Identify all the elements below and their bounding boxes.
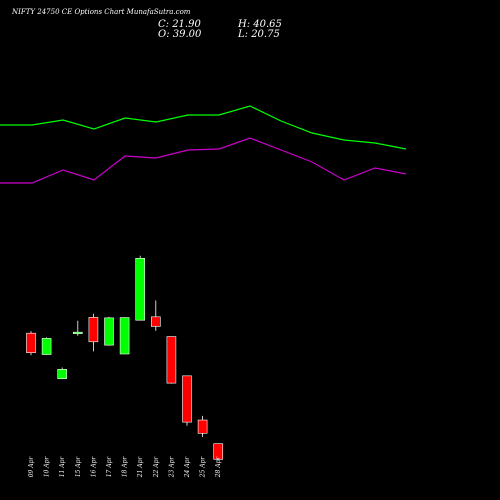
- x-tick-label: 22 Apr: [153, 456, 160, 479]
- high-value: H: 40.65: [238, 19, 282, 30]
- x-tick-label: 25 Apr: [200, 456, 207, 479]
- overlay-line-2: [0, 137, 407, 184]
- x-tick-label: 09 Apr: [28, 456, 35, 478]
- candle-body: [166, 336, 177, 384]
- x-tick-label: 11 Apr: [59, 456, 66, 478]
- x-tick-label: 21 Apr: [137, 456, 144, 479]
- candle-body: [41, 338, 52, 355]
- candle-body: [57, 369, 68, 379]
- overlay-line-1: [0, 105, 407, 150]
- x-tick-label: 15 Apr: [75, 456, 82, 478]
- candles: [26, 255, 223, 460]
- low-value: L: 20.75: [238, 29, 280, 40]
- candle-body: [213, 443, 223, 460]
- candle-body: [135, 258, 145, 321]
- x-tick-label: 16 Apr: [90, 456, 97, 478]
- chart-title: NIFTY 24750 CE Options Chart MunafaSutra…: [12, 8, 191, 16]
- close-value: C: 21.90: [158, 19, 201, 30]
- x-tick-label: 28 Apr: [215, 456, 222, 479]
- candle-body: [119, 317, 130, 355]
- x-tick-label: 24 Apr: [184, 456, 191, 479]
- candle-body: [88, 317, 99, 343]
- x-tick-label: 23 Apr: [168, 456, 175, 479]
- candle-body: [26, 332, 36, 354]
- candle-body: [104, 317, 114, 346]
- x-tick-label: 10 Apr: [44, 456, 51, 478]
- open-value: O: 39.00: [158, 29, 202, 40]
- candle-body: [151, 316, 161, 327]
- candle-body: [73, 331, 83, 334]
- candle-body: [182, 375, 192, 423]
- x-tick-label: 18 Apr: [122, 456, 129, 478]
- overlay-lines: [0, 105, 407, 184]
- x-tick-label: 17 Apr: [106, 456, 113, 478]
- candle-body: [197, 419, 208, 434]
- x-axis-ticks: 09 Apr 10 Apr 11 Apr 15 Apr 16 Apr 17 Apr 18 A…: [28, 456, 222, 479]
